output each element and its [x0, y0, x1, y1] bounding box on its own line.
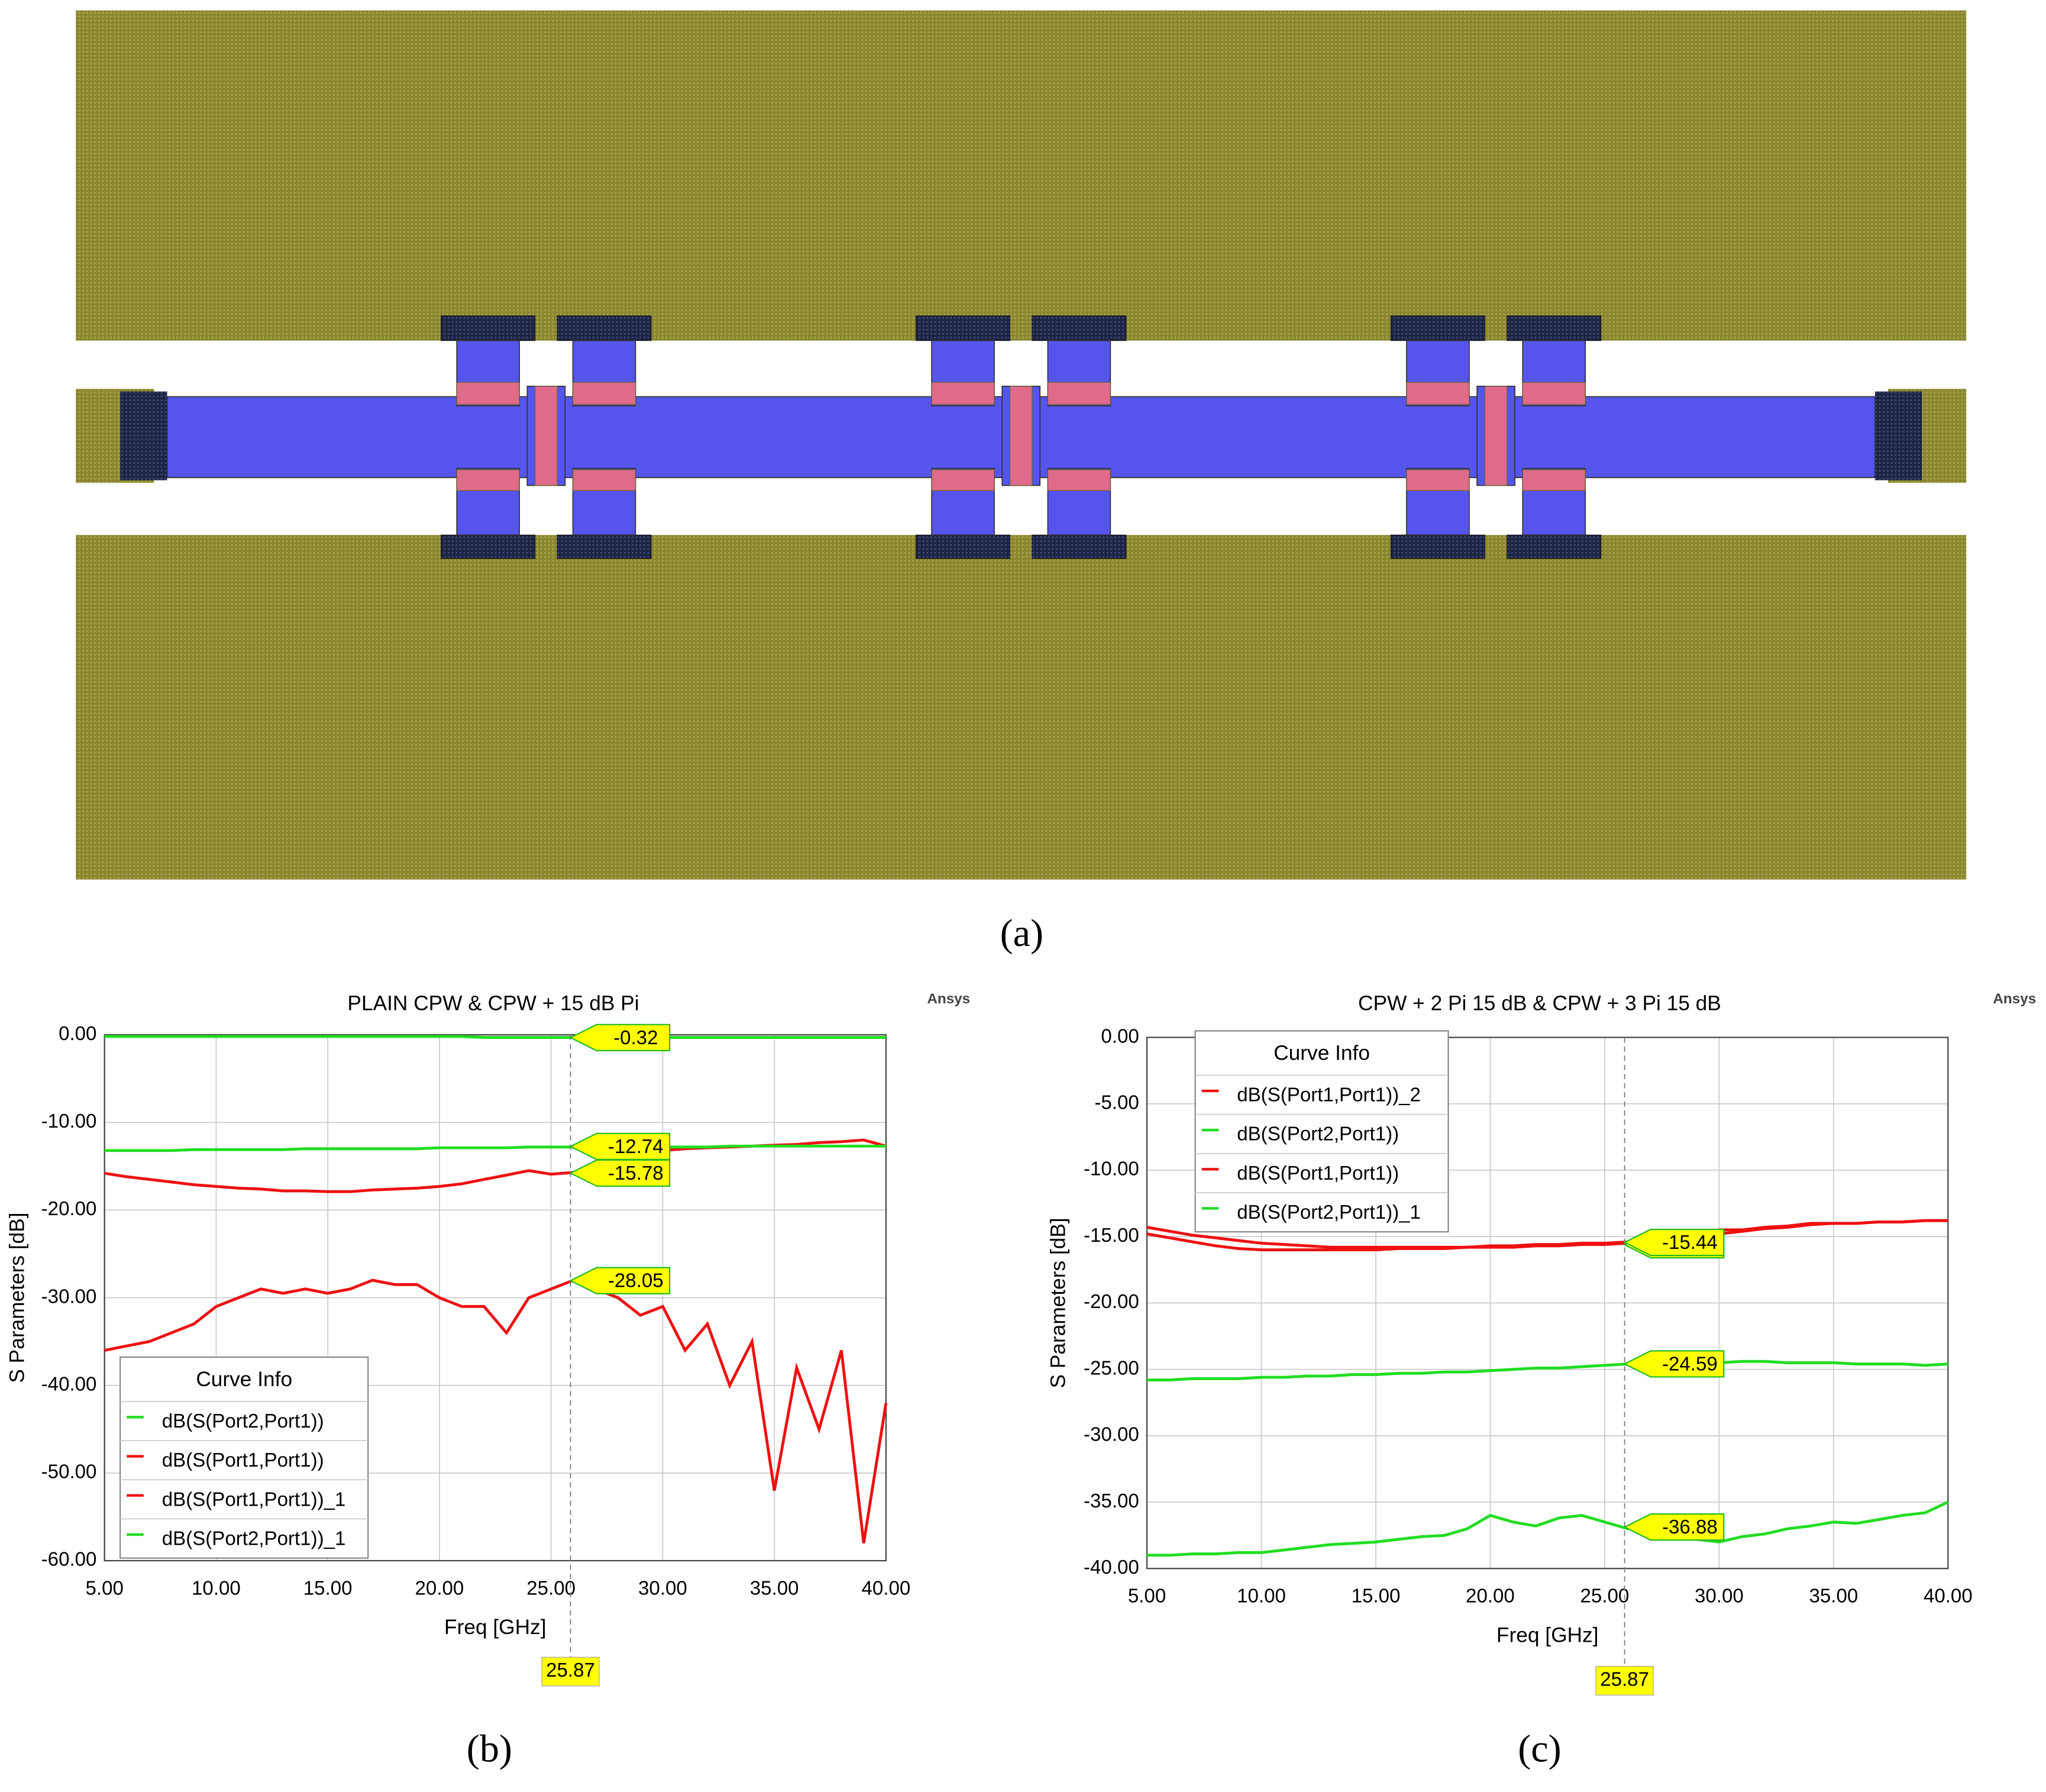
- x-tick-label: 30.00: [638, 1577, 687, 1599]
- y-tick-label: -25.00: [1084, 1357, 1139, 1379]
- caption: (b): [467, 1727, 512, 1770]
- y-tick-label: -30.00: [1084, 1424, 1139, 1446]
- y-tick-label: -50.00: [41, 1461, 97, 1483]
- x-tick-label: 30.00: [1695, 1585, 1744, 1607]
- ground-plane: [76, 535, 1967, 880]
- y-tick-label: -30.00: [41, 1286, 97, 1307]
- legend-entry: dB(S(Port2,Port1)): [162, 1410, 324, 1432]
- chart-title: PLAIN CPW & CPW + 15 dB Pi: [347, 992, 639, 1015]
- marker-label: -28.05: [608, 1270, 664, 1292]
- x-axis-label: Freq [GHz]: [1496, 1623, 1599, 1646]
- marker-x-label: 25.87: [546, 1659, 595, 1681]
- brand: Ansys: [927, 991, 970, 1007]
- y-tick-label: -10.00: [1084, 1158, 1139, 1180]
- data-line: [1147, 1360, 1948, 1381]
- data-line: [104, 1144, 886, 1152]
- plot-frame: [1146, 1037, 1949, 1570]
- marker-label: -0.32: [613, 1027, 658, 1049]
- marker-box: [569, 1132, 671, 1161]
- marker-label: -15.78: [608, 1163, 664, 1184]
- legend-entry: dB(S(Port1,Port1)): [162, 1449, 324, 1471]
- y-tick-label: -60.00: [41, 1549, 97, 1571]
- ground-plane: [76, 10, 1967, 341]
- y-tick-label: 0.00: [1101, 1025, 1139, 1047]
- x-tick-label: 10.00: [1237, 1585, 1286, 1607]
- plot-frame: [104, 1034, 887, 1562]
- x-tick-label: 5.00: [1128, 1585, 1166, 1607]
- y-tick-label: -20.00: [41, 1198, 97, 1220]
- legend-title: Curve Info: [196, 1368, 292, 1391]
- y-tick-label: -35.00: [1084, 1490, 1139, 1512]
- legend-entry: dB(S(Port1,Port1))_1: [162, 1489, 346, 1510]
- x-tick-label: 15.00: [1352, 1585, 1401, 1607]
- legend-entry: dB(S(Port2,Port1)): [1237, 1123, 1399, 1145]
- x-tick-label: 10.00: [192, 1577, 241, 1599]
- chart-title: CPW + 2 Pi 15 dB & CPW + 3 Pi 15 dB: [1358, 992, 1721, 1015]
- port-pad: [1874, 391, 1922, 480]
- x-tick-label: 40.00: [1924, 1585, 1973, 1607]
- legend-box: [1194, 1030, 1449, 1233]
- x-tick-label: 20.00: [1466, 1585, 1515, 1607]
- marker-label: -36.88: [1662, 1516, 1718, 1538]
- data-line: [104, 1035, 886, 1039]
- caption: (c): [1518, 1727, 1561, 1770]
- marker-x-box: [541, 1657, 600, 1687]
- y-axis-label: S Parameters [dB]: [1047, 1218, 1070, 1388]
- marker-box: [1623, 1513, 1725, 1541]
- x-tick-label: 25.00: [526, 1577, 576, 1599]
- marker-label: -24.59: [1662, 1353, 1718, 1375]
- y-axis-label: S Parameters [dB]: [5, 1212, 28, 1383]
- legend-entry: dB(S(Port1,Port1))_2: [1237, 1084, 1421, 1106]
- chart: PLAIN CPW & CPW + 15 dB Pi Ansys 5.00 10.00…: [5, 991, 970, 1770]
- marker-x-box: [1595, 1666, 1654, 1696]
- x-tick-label: 5.00: [85, 1577, 123, 1599]
- marker-label: -12.74: [608, 1136, 664, 1158]
- x-tick-label: 25.00: [1580, 1585, 1630, 1607]
- marker-box: [1623, 1350, 1725, 1378]
- y-tick-label: -15.00: [1084, 1225, 1139, 1247]
- data-line: [104, 1278, 888, 1544]
- x-tick-label: 15.00: [303, 1577, 353, 1599]
- y-tick-label: -10.00: [41, 1110, 97, 1132]
- marker-box: [569, 1267, 671, 1294]
- legend-box: [119, 1356, 369, 1559]
- port-pad: [120, 391, 167, 480]
- x-tick-label: 20.00: [415, 1577, 464, 1599]
- marker-box: [1623, 1228, 1725, 1257]
- y-tick-label: -40.00: [1084, 1557, 1139, 1578]
- x-tick-label: 40.00: [862, 1577, 911, 1599]
- y-tick-label: -5.00: [1094, 1092, 1139, 1113]
- data-line: [1147, 1500, 1949, 1557]
- data-line: [1146, 1219, 1948, 1252]
- legend-entry: dB(S(Port1,Port1)): [1237, 1163, 1399, 1184]
- x-axis-label: Freq [GHz]: [444, 1616, 547, 1639]
- marker-x-label: 25.87: [1600, 1669, 1649, 1691]
- y-tick-label: 0.00: [59, 1023, 96, 1045]
- brand: Ansys: [1993, 991, 2036, 1007]
- marker-label: -15.44: [1662, 1232, 1718, 1254]
- legend-title: Curve Info: [1274, 1042, 1370, 1065]
- chart: CPW + 2 Pi 15 dB & CPW + 3 Pi 15 dB Ansys…: [1047, 991, 2037, 1770]
- caption: (a): [1000, 912, 1043, 955]
- y-tick-label: -20.00: [1084, 1291, 1139, 1313]
- layout-diagram: (a): [76, 10, 1967, 955]
- x-tick-label: 35.00: [1809, 1585, 1858, 1607]
- marker-box: [569, 1023, 671, 1052]
- y-tick-label: -40.00: [41, 1373, 97, 1395]
- x-tick-label: 35.00: [750, 1577, 799, 1599]
- marker-box: [569, 1159, 671, 1187]
- legend-entry: dB(S(Port2,Port1))_1: [1237, 1202, 1421, 1223]
- legend-entry: dB(S(Port2,Port1))_1: [162, 1528, 346, 1549]
